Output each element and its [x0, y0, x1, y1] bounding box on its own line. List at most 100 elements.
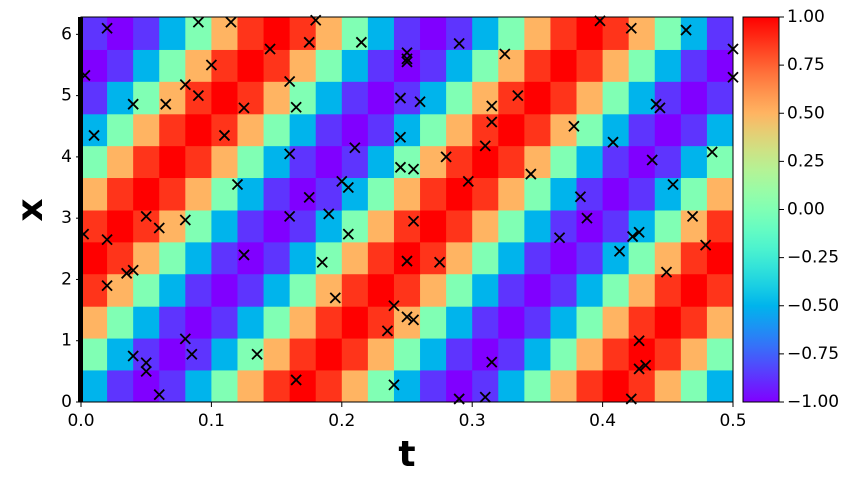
sample-point [303, 191, 315, 203]
heat-cell [550, 369, 578, 402]
sample-point [238, 102, 250, 114]
heat-cell [341, 241, 369, 275]
heat-cell [654, 305, 682, 339]
sample-point [79, 69, 91, 82]
heat-cell [393, 177, 421, 211]
sample-point [355, 36, 367, 48]
sample-point [401, 311, 413, 323]
heat-cell [393, 113, 421, 147]
sample-point [388, 300, 400, 312]
sample-point [303, 36, 315, 48]
heat-cell [628, 241, 656, 275]
heat-cell [472, 17, 499, 50]
heat-cell [367, 337, 395, 371]
sample-point [251, 348, 263, 360]
heat-cell [211, 144, 239, 179]
heat-cell [524, 17, 552, 50]
heat-cell [706, 273, 733, 307]
heat-cell [211, 17, 239, 50]
y-tick-label: 5 [61, 86, 72, 106]
heat-cell [263, 305, 291, 339]
heat-cell [680, 113, 708, 147]
heat-cell [315, 241, 343, 275]
plot-frame [80, 16, 734, 403]
heat-cell [550, 241, 578, 275]
heat-cell [446, 241, 473, 275]
sample-point [486, 116, 498, 128]
sample-point [525, 168, 537, 180]
heat-cell [159, 144, 186, 179]
sample-point [342, 181, 354, 194]
heat-cell [289, 305, 317, 339]
sample-point [686, 210, 699, 222]
heat-cell [81, 305, 108, 339]
heat-cell [185, 144, 212, 179]
heat-cell [341, 305, 369, 339]
heat-cell [602, 337, 630, 371]
sample-point [127, 98, 139, 110]
sample-point [462, 175, 474, 188]
heat-cell [107, 337, 134, 371]
heat-cell [107, 113, 134, 147]
heat-cell [237, 209, 265, 243]
heat-cell [472, 273, 499, 307]
sample-point [192, 89, 204, 102]
heat-cell [524, 241, 552, 275]
sample-point [179, 214, 191, 226]
heat-cell [446, 48, 473, 82]
heat-cell [654, 241, 682, 275]
heat-cell [420, 337, 447, 371]
heat-cell [263, 369, 291, 402]
heat-cell [602, 113, 630, 147]
sample-point [667, 178, 679, 191]
heat-cell [576, 337, 604, 371]
sample-point [453, 37, 465, 50]
sample-point [479, 391, 491, 403]
heat-cell [133, 177, 160, 211]
heat-cell [420, 369, 447, 402]
heat-cell [654, 48, 682, 82]
heat-cell [211, 177, 239, 211]
heat-cell [263, 113, 291, 147]
heat-cell [237, 337, 265, 371]
heat-cell [211, 209, 239, 243]
sample-point [284, 210, 296, 222]
heat-cell [524, 113, 552, 147]
heat-cell [107, 305, 134, 339]
sample-point [594, 15, 606, 27]
heat-cell [211, 337, 239, 371]
heat-cell [81, 337, 108, 371]
heat-cell [680, 177, 708, 211]
heat-cell [341, 48, 369, 82]
heat-cell [107, 177, 134, 211]
heat-cell [524, 48, 552, 82]
heat-cell [602, 48, 630, 82]
heat-cell [159, 209, 186, 243]
sample-point [401, 47, 413, 59]
colorbar-tick-label: 0.25 [787, 151, 825, 171]
heat-cell [315, 337, 343, 371]
sample-point [127, 350, 139, 362]
heat-cell [133, 48, 160, 82]
heat-cell [159, 81, 186, 115]
heat-cell [185, 48, 212, 82]
heat-cell [680, 144, 708, 179]
sample-point [140, 210, 152, 222]
heat-cell [107, 144, 134, 179]
heat-cell [498, 113, 525, 147]
heat-cell [237, 144, 265, 179]
heat-cell [107, 81, 134, 115]
colorbar-tick-label: 0.00 [787, 200, 825, 220]
heat-cell [524, 337, 552, 371]
heat-cell [367, 144, 395, 179]
heat-cell [654, 209, 682, 243]
colorbar-tick-label: −0.25 [787, 248, 839, 268]
heat-cell [680, 81, 708, 115]
heat-cell [263, 81, 291, 115]
heat-cell [654, 113, 682, 147]
sample-point [626, 230, 639, 243]
heat-cell [446, 81, 473, 115]
sample-point [633, 335, 645, 347]
heat-cell [602, 369, 630, 402]
heat-cell [185, 305, 212, 339]
